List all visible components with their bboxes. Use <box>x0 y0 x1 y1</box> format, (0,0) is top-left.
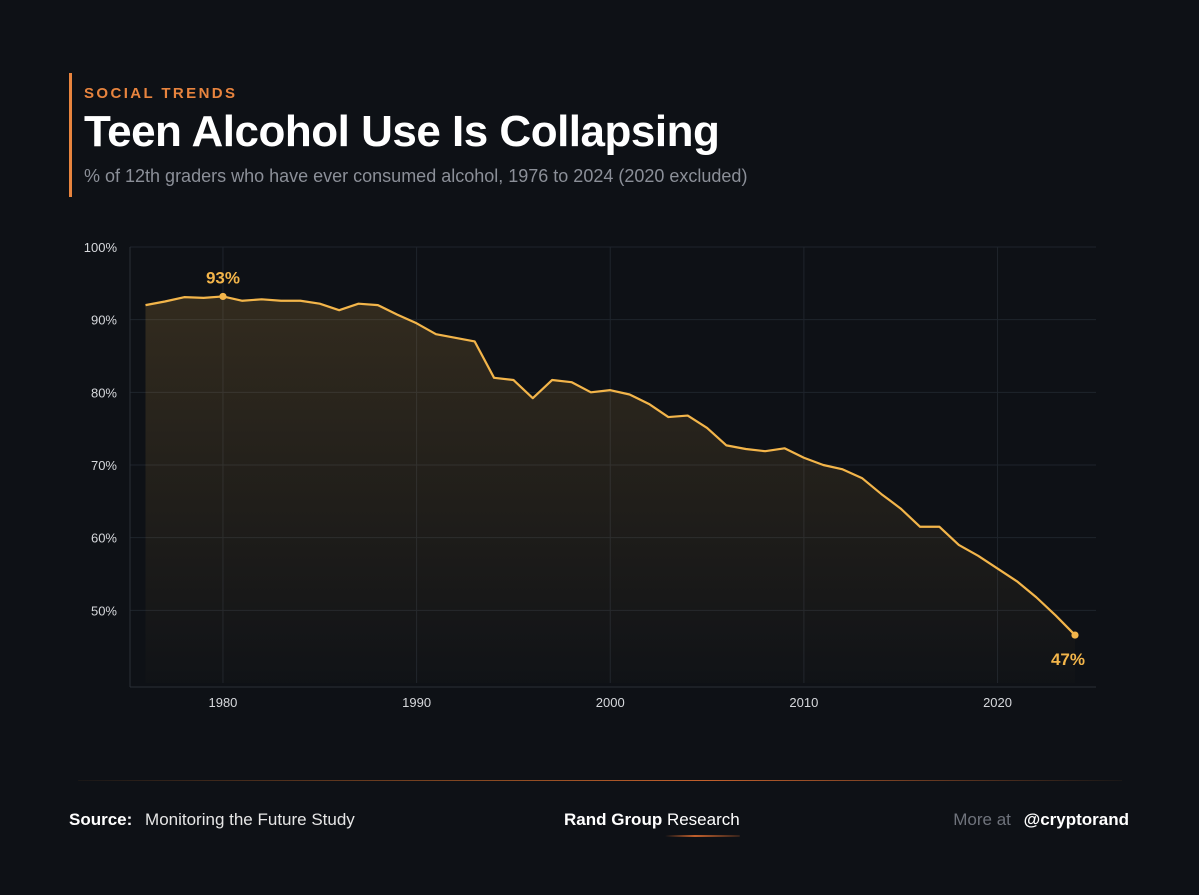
data-point <box>395 313 399 317</box>
data-point <box>434 332 438 336</box>
data-point <box>608 388 612 392</box>
data-point <box>376 303 380 307</box>
y-tick-label: 90% <box>91 313 117 328</box>
annotation-dot <box>1071 631 1079 639</box>
data-point <box>337 308 341 312</box>
section-kicker: SOCIAL TRENDS <box>84 85 238 102</box>
data-point <box>1015 579 1019 583</box>
x-tick-label: 1990 <box>402 695 431 710</box>
x-tick-label: 2010 <box>789 695 818 710</box>
y-tick-label: 60% <box>91 531 117 546</box>
y-tick-label: 70% <box>91 458 117 473</box>
area-fill <box>145 296 1075 683</box>
brand-logo: Rand Group Research <box>564 810 740 830</box>
data-point <box>724 443 728 447</box>
data-point <box>899 507 903 511</box>
data-point <box>144 303 148 307</box>
chart-axes: 50% 60% 70% 80% 90% 100% 1980 1990 2000 2010 2020 <box>84 240 1096 710</box>
data-point <box>279 299 283 303</box>
data-point <box>937 525 941 529</box>
data-point <box>531 396 535 400</box>
data-point <box>511 378 515 382</box>
x-tick-label: 2000 <box>596 695 625 710</box>
data-point <box>1034 595 1038 599</box>
source-label: Source: <box>69 810 133 829</box>
chart-title: Teen Alcohol Use Is Collapsing <box>84 107 720 156</box>
data-point <box>260 297 264 301</box>
data-point <box>957 543 961 547</box>
annotation-label: 47% <box>1051 650 1085 669</box>
more-link: More at @cryptorand <box>953 810 1129 830</box>
data-point <box>550 378 554 382</box>
more-label: More at <box>953 810 1011 829</box>
data-point <box>415 321 419 325</box>
data-point <box>879 492 883 496</box>
y-tick-label: 50% <box>91 603 117 618</box>
data-point <box>492 376 496 380</box>
data-point <box>589 390 593 394</box>
data-point <box>976 554 980 558</box>
data-point <box>705 426 709 430</box>
data-point <box>686 414 690 418</box>
data-point <box>202 296 206 300</box>
x-tick-label: 2020 <box>983 695 1012 710</box>
data-point <box>647 402 651 406</box>
data-point <box>473 339 477 343</box>
annotation-label: 93% <box>206 268 240 287</box>
data-point <box>318 302 322 306</box>
data-point <box>240 299 244 303</box>
data-point <box>783 446 787 450</box>
brand-suffix: Research <box>666 810 740 829</box>
data-point <box>763 449 767 453</box>
series-line <box>145 295 1076 636</box>
annotations: 93% 47% <box>206 268 1085 669</box>
data-point <box>1054 613 1058 617</box>
y-tick-label: 80% <box>91 385 117 400</box>
data-point <box>298 299 302 303</box>
y-tick-label: 100% <box>84 240 118 255</box>
social-handle[interactable]: @cryptorand <box>1023 810 1129 829</box>
annotation-dot <box>219 292 227 301</box>
data-point <box>821 463 825 467</box>
data-point <box>357 302 361 306</box>
footer-divider <box>78 780 1122 781</box>
source-text: Monitoring the Future Study <box>145 810 355 829</box>
data-point <box>163 300 167 304</box>
data-point <box>570 380 574 384</box>
data-point <box>628 393 632 397</box>
brand-name: Rand Group <box>564 810 663 829</box>
footer: Source: Monitoring the Future Study Rand… <box>69 810 1129 834</box>
data-point <box>182 295 186 299</box>
data-point <box>918 525 922 529</box>
data-point <box>666 415 670 419</box>
data-point <box>744 447 748 451</box>
chart-subtitle: % of 12th graders who have ever consumed… <box>84 166 748 186</box>
x-tick-label: 1980 <box>208 695 237 710</box>
data-point <box>841 467 845 471</box>
source-credit: Source: Monitoring the Future Study <box>69 810 355 830</box>
chart-header: SOCIAL TRENDS Teen Alcohol Use Is Collap… <box>69 73 747 197</box>
data-point <box>860 476 864 480</box>
data-point <box>453 336 457 340</box>
data-point <box>802 456 806 460</box>
